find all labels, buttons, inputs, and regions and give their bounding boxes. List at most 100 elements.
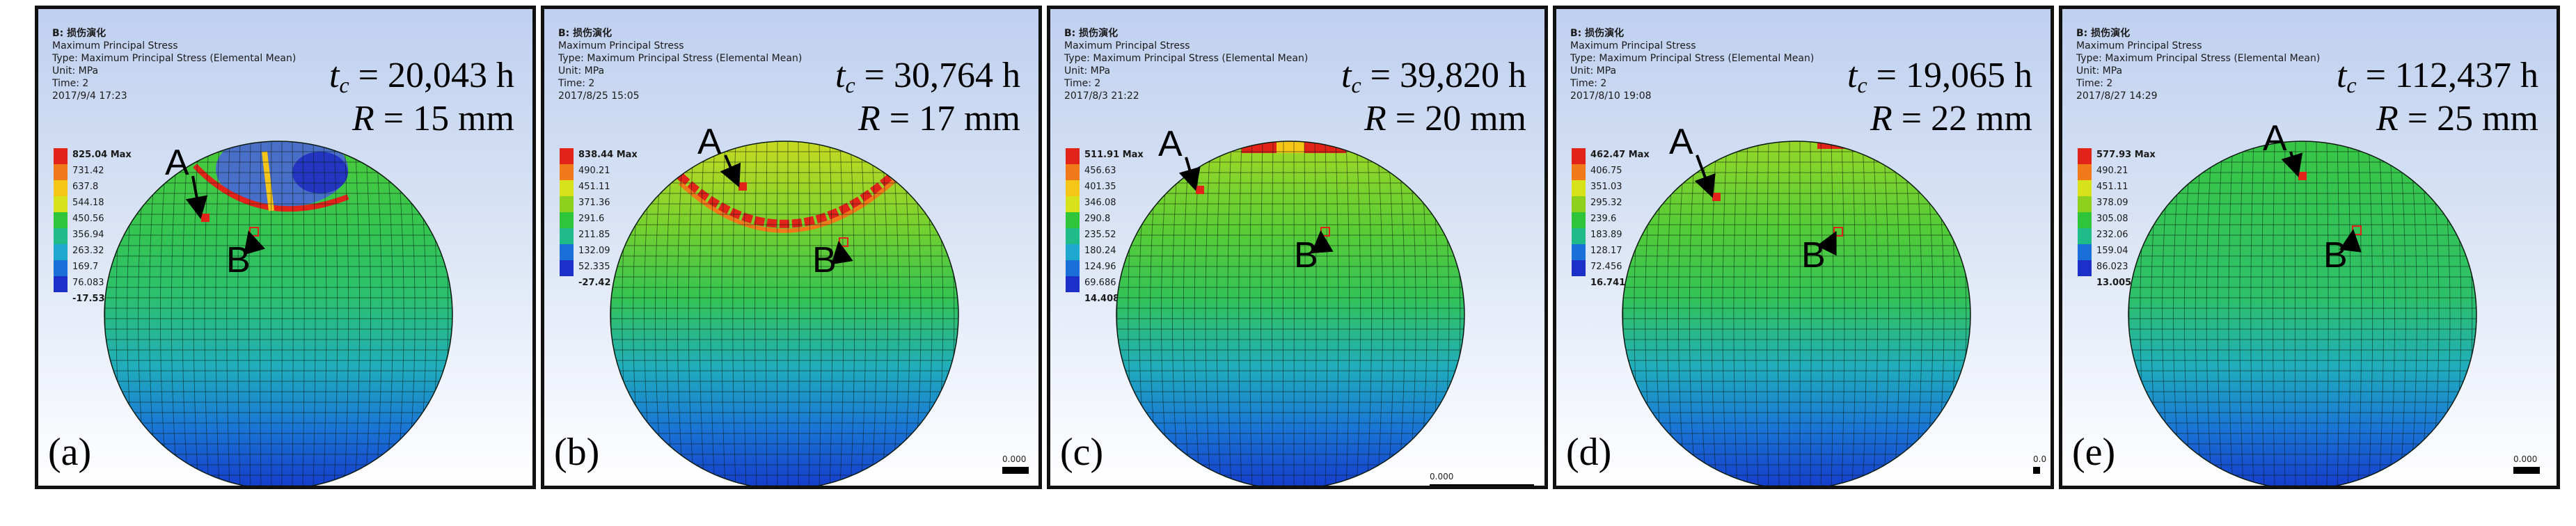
legend-swatch [54, 228, 68, 244]
legend-value: 263.32 [72, 246, 104, 256]
legend-swatch [54, 196, 68, 212]
legend-value: 159.04 [2096, 246, 2128, 256]
header-line: Unit: MPa [558, 65, 605, 77]
header-line: 2017/9/4 17:23 [52, 90, 127, 102]
radius: R = 25 mm [2376, 99, 2538, 138]
point-a-label: A [697, 122, 722, 162]
point-b-label: B [226, 240, 251, 280]
critical-time-value: 19,065 h [1906, 56, 2032, 95]
arrow-a [720, 154, 741, 188]
header-line: Maximum Principal Stress [1064, 40, 1190, 51]
panel-label: (c) [1060, 431, 1104, 474]
legend-swatch [54, 164, 68, 180]
legend-value: 451.11 [578, 182, 610, 192]
header-line: 2017/8/25 15:05 [558, 90, 640, 102]
panel-label: (b) [554, 431, 600, 474]
critical-time-value: 112,437 h [2394, 56, 2538, 95]
radius: R = 17 mm [858, 99, 1020, 138]
legend-value: 544.18 [72, 198, 104, 208]
legend-value: 52.335 [578, 262, 610, 272]
header-line: Maximum Principal Stress [2076, 40, 2202, 51]
legend-swatch [1572, 212, 1586, 228]
header-line: Unit: MPa [2076, 65, 2123, 77]
header-line: Maximum Principal Stress [1570, 40, 1696, 51]
result-header: B: 损伤演化 Maximum Principal Stress Type: Max… [1570, 27, 1814, 102]
arrow-b [244, 230, 265, 255]
header-line: Time: 2 [1064, 78, 1101, 89]
legend-value: 456.63 [1084, 166, 1116, 176]
header-line: Type: Maximum Principal Stress (Elementa… [2076, 53, 2321, 64]
legend-swatch [2078, 180, 2092, 196]
panel-label: (d) [1566, 431, 1612, 474]
legend-swatch [1066, 244, 1080, 260]
legend-value: 180.24 [1084, 246, 1116, 256]
legend-swatch [54, 212, 68, 228]
scale-bar: 0.000 [1430, 472, 1534, 486]
header-line: B: 损伤演化 [558, 28, 613, 39]
stress-sphere [610, 141, 959, 486]
legend-value: 490.21 [2096, 166, 2128, 176]
legend-value: 351.03 [1590, 182, 1622, 192]
legend-value: 169.7 [72, 262, 99, 272]
legend-value: 346.08 [1084, 198, 1116, 208]
critical-time: tc = 112,437 h [2336, 56, 2538, 98]
point-b-label: B [2323, 235, 2348, 276]
scale-bar-line [2033, 467, 2040, 474]
legend-value: 378.09 [2096, 198, 2128, 208]
legend-value: 406.75 [1590, 166, 1622, 176]
point-a-marker [201, 214, 210, 222]
legend-swatch [1572, 260, 1586, 276]
radius-value: 17 mm [919, 99, 1020, 138]
legend-value: 239.6 [1590, 214, 1617, 224]
legend-value: 356.94 [72, 230, 104, 240]
legend-value: 401.35 [1084, 182, 1116, 192]
legend-swatch [560, 180, 574, 196]
point-a-marker [2298, 172, 2307, 180]
scale-bar-line [1002, 467, 1029, 474]
legend-swatch [54, 180, 68, 196]
legend-swatch [560, 228, 574, 244]
legend-swatch [2078, 196, 2092, 212]
legend-value: 451.11 [2096, 182, 2128, 192]
panel-b: B: 损伤演化 Maximum Principal Stress Type: Max… [541, 6, 1042, 489]
stress-sphere [1116, 141, 1465, 486]
legend-max: 462.47 Max [1590, 150, 1650, 160]
arrow-a [2281, 151, 2303, 177]
radius: R = 20 mm [1364, 99, 1526, 138]
header-line: Maximum Principal Stress [52, 40, 178, 51]
legend-value: 69.686 [1084, 278, 1116, 288]
point-a-label: A [1669, 122, 1693, 162]
legend-swatch [560, 148, 574, 164]
arrow-b [1311, 230, 1334, 254]
legend-value: 490.21 [578, 166, 610, 176]
stress-sphere [2128, 141, 2477, 486]
arrow-a [1178, 157, 1201, 191]
critical-time-value: 20,043 h [388, 56, 514, 95]
header-line: Time: 2 [2076, 78, 2113, 89]
legend-value: 731.42 [72, 166, 104, 176]
scale-bar: 0.000 [1002, 454, 1029, 474]
header-line: B: 损伤演化 [1570, 28, 1625, 39]
arrow-b [831, 241, 853, 265]
scale-bar: 0.0 [2033, 454, 2047, 474]
legend-max: 577.93 Max [2096, 150, 2156, 160]
radius-value: 15 mm [413, 99, 514, 138]
scale-bar-line [2513, 467, 2540, 474]
point-a-marker [1712, 193, 1721, 201]
header-line: B: 损伤演化 [2076, 28, 2131, 39]
legend-swatch [1572, 228, 1586, 244]
critical-time-value: 30,764 h [894, 56, 1020, 95]
header-line: B: 损伤演化 [52, 28, 106, 39]
radius-value: 22 mm [1931, 99, 2032, 138]
legend-value: 371.36 [578, 198, 610, 208]
legend-value: 128.17 [1590, 246, 1622, 256]
header-line: B: 损伤演化 [1064, 28, 1119, 39]
legend-value: 72.456 [1590, 262, 1622, 272]
legend-value: 235.52 [1084, 230, 1116, 240]
legend-value: 305.08 [2096, 214, 2128, 224]
scale-label: 0.0 [2033, 454, 2047, 464]
legend-swatch [54, 244, 68, 260]
header-line: Unit: MPa [52, 65, 99, 77]
legend-max: 825.04 Max [72, 150, 132, 160]
header-line: Time: 2 [1570, 78, 1607, 89]
